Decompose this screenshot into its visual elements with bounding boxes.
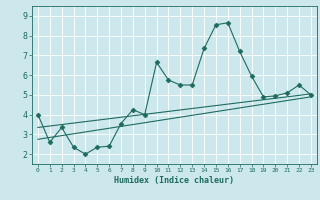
X-axis label: Humidex (Indice chaleur): Humidex (Indice chaleur) [115, 176, 234, 185]
